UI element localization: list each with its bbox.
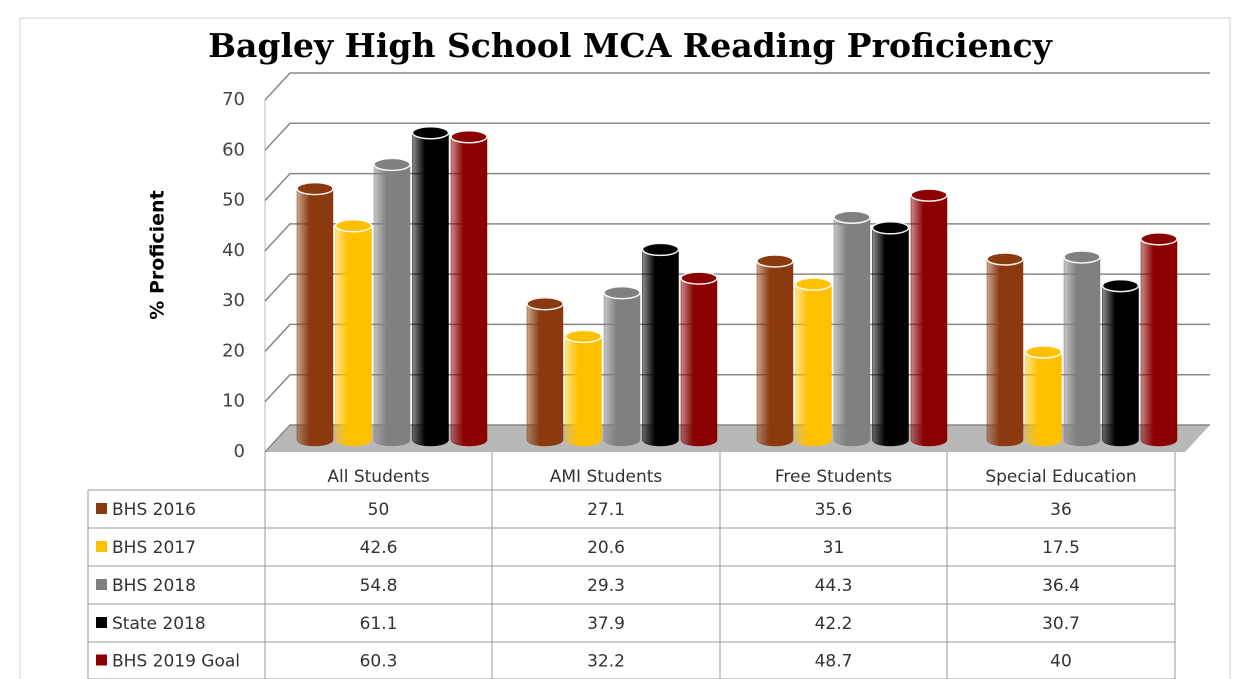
bar	[335, 219, 372, 447]
bar-top	[526, 296, 564, 311]
bar-top	[910, 188, 948, 202]
bar	[1140, 232, 1178, 447]
legend-label: State 2018	[112, 614, 206, 634]
bar-top	[334, 219, 373, 233]
table-value: 36.4	[1042, 576, 1080, 596]
bar-top	[641, 242, 680, 257]
x-tick-label: All Students	[327, 467, 429, 487]
bar	[373, 158, 411, 447]
x-tick-label: Free Students	[775, 467, 892, 487]
grid-line	[264, 172, 1210, 202]
bar	[1102, 279, 1139, 447]
bar	[450, 130, 488, 447]
bar	[910, 188, 948, 447]
chart-title: Bagley High School MCA Reading Proficien…	[208, 26, 1053, 65]
bar-top	[296, 181, 334, 196]
bar	[642, 243, 679, 447]
legend-label: BHS 2017	[112, 538, 196, 558]
bar	[603, 286, 641, 447]
x-tick-label: AMI Students	[550, 467, 663, 487]
bar	[1025, 345, 1062, 447]
bar	[756, 254, 794, 447]
bar-top	[603, 285, 641, 300]
table-value: 42.6	[360, 538, 398, 558]
bar	[565, 330, 602, 447]
bar	[680, 271, 718, 447]
legend-swatch	[96, 541, 107, 552]
table-value: 50	[368, 500, 390, 520]
bar-top	[833, 210, 871, 224]
y-tick-label: 50	[222, 190, 245, 211]
table-value: 29.3	[587, 576, 625, 596]
table-value: 27.1	[587, 500, 625, 520]
bar	[872, 221, 909, 447]
table-value: 20.6	[587, 538, 625, 558]
y-axis-label: % Proficient	[147, 190, 169, 319]
bar	[833, 210, 871, 447]
bar	[412, 126, 449, 447]
bar-top	[1140, 232, 1178, 246]
table-value: 36	[1050, 500, 1072, 520]
bar-top	[1024, 345, 1063, 359]
floor	[265, 425, 1210, 452]
y-tick-label: 10	[222, 391, 245, 412]
bar-top	[680, 271, 718, 285]
table-value: 42.2	[815, 614, 853, 634]
bar-top	[564, 329, 603, 344]
bar-top	[871, 221, 910, 235]
bar-top	[1063, 250, 1101, 264]
legend-swatch	[96, 579, 107, 590]
y-tick-label: 0	[234, 441, 245, 462]
bar-top	[411, 126, 450, 140]
y-tick-label: 70	[222, 89, 245, 110]
bar	[795, 277, 832, 447]
legend-label: BHS 2018	[112, 576, 196, 596]
bar-top	[794, 277, 833, 291]
x-tick-label: Special Education	[985, 467, 1136, 487]
legend-swatch	[96, 654, 107, 666]
y-tick-label: 40	[222, 240, 245, 261]
table-value: 31	[823, 538, 845, 558]
bar	[1063, 250, 1101, 447]
bar-top	[986, 252, 1024, 266]
grid-line	[264, 122, 1210, 151]
bar-top	[373, 157, 411, 172]
table-value: 60.3	[360, 652, 398, 672]
table-value: 54.8	[360, 576, 398, 596]
y-tick-label: 60	[222, 139, 245, 160]
table-value: 40	[1050, 652, 1072, 672]
legend-label: BHS 2016	[112, 500, 196, 520]
legend-label: BHS 2019 Goal	[112, 652, 240, 672]
table-value: 32.2	[587, 652, 625, 672]
table-value: 30.7	[1042, 614, 1080, 634]
table-value: 17.5	[1042, 538, 1080, 558]
table-value: 35.6	[815, 500, 853, 520]
bar	[986, 252, 1024, 447]
grid-line	[264, 72, 1210, 101]
bar	[296, 182, 334, 447]
bar-top	[450, 130, 488, 144]
legend-swatch	[96, 617, 107, 628]
y-tick-label: 30	[222, 290, 245, 311]
table-value: 37.9	[587, 614, 625, 634]
bar-top	[1101, 278, 1140, 293]
legend-swatch	[96, 503, 107, 514]
table-value: 44.3	[815, 576, 853, 596]
bar	[526, 297, 564, 447]
frame	[19, 17, 1231, 679]
bar-top	[756, 254, 794, 268]
y-tick-label: 20	[222, 340, 245, 361]
table-value: 61.1	[360, 614, 398, 634]
table-value: 48.7	[815, 652, 853, 672]
